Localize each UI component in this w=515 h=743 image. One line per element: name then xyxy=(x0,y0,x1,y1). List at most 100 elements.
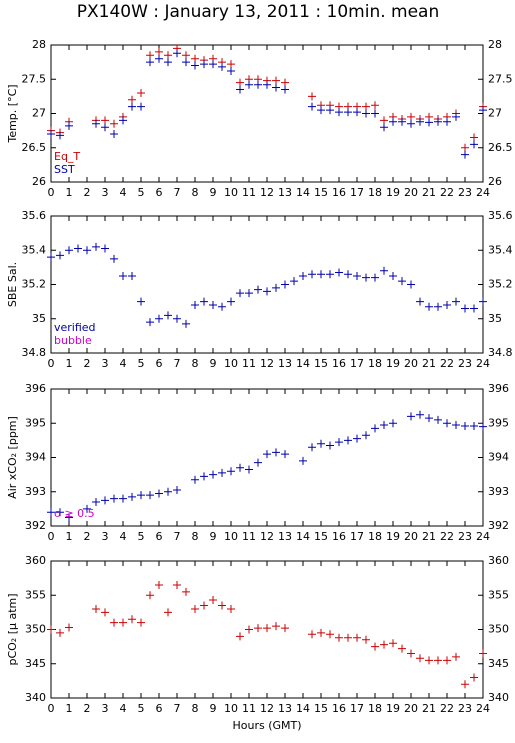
data-point xyxy=(56,251,64,260)
data-point xyxy=(236,78,244,87)
data-point xyxy=(470,304,478,313)
data-point xyxy=(227,297,235,306)
y-tick-label: 27 xyxy=(488,107,502,120)
x-tick-label: 6 xyxy=(156,702,163,715)
y-tick-label: 26.5 xyxy=(22,141,47,154)
x-tick-label: 23 xyxy=(458,530,472,543)
x-tick-label: 11 xyxy=(242,357,256,370)
x-tick-label: 3 xyxy=(102,530,109,543)
data-point xyxy=(245,289,253,298)
data-point xyxy=(290,277,298,286)
y-tick-label: 392 xyxy=(488,519,509,532)
data-point xyxy=(245,80,253,89)
y-tick-label: 35.6 xyxy=(488,209,513,222)
data-point xyxy=(56,131,64,140)
data-point xyxy=(461,421,469,430)
y-tick-label: 35.2 xyxy=(488,278,513,291)
data-point xyxy=(380,116,388,125)
x-axis-label: Hours (GMT) xyxy=(232,719,301,732)
x-tick-label: 19 xyxy=(386,530,400,543)
x-tick-label: 24 xyxy=(476,702,490,715)
data-point xyxy=(362,109,370,118)
data-point xyxy=(155,47,163,56)
data-point xyxy=(371,273,379,282)
data-point xyxy=(173,49,181,58)
data-point xyxy=(362,102,370,111)
data-point xyxy=(56,628,64,637)
x-tick-label: 8 xyxy=(192,702,199,715)
data-point xyxy=(371,424,379,433)
data-point xyxy=(128,102,136,111)
y-tick-label: 394 xyxy=(488,451,509,464)
data-point xyxy=(101,123,109,132)
data-point xyxy=(326,630,334,639)
data-point xyxy=(263,80,271,89)
data-point xyxy=(137,491,145,500)
x-tick-label: 12 xyxy=(260,186,274,199)
data-point xyxy=(461,680,469,689)
x-tick-label: 22 xyxy=(440,186,454,199)
data-point xyxy=(110,618,118,627)
data-point xyxy=(317,106,325,115)
data-point xyxy=(425,302,433,311)
data-point xyxy=(200,601,208,610)
x-tick-label: 1 xyxy=(66,702,73,715)
data-point xyxy=(137,618,145,627)
data-point xyxy=(389,271,397,280)
data-point xyxy=(173,580,181,589)
data-point xyxy=(434,656,442,665)
data-point xyxy=(389,419,397,428)
data-point xyxy=(65,623,73,632)
data-point xyxy=(272,283,280,292)
data-point xyxy=(443,301,451,310)
plot-frame xyxy=(50,215,484,354)
data-point xyxy=(182,58,190,67)
data-point xyxy=(191,61,199,70)
x-tick-label: 21 xyxy=(422,702,436,715)
data-point xyxy=(281,78,289,87)
data-point xyxy=(398,644,406,653)
data-point xyxy=(92,498,100,507)
y-axis-label: Air xCO₂ [ppm] xyxy=(6,416,19,499)
x-tick-label: 7 xyxy=(174,702,181,715)
data-point xyxy=(443,656,451,665)
y-tick-label: 350 xyxy=(488,623,509,636)
x-tick-label: 12 xyxy=(260,530,274,543)
data-point xyxy=(407,112,415,121)
data-point xyxy=(272,76,280,85)
data-point xyxy=(254,624,262,633)
data-point xyxy=(470,140,478,149)
data-point xyxy=(155,580,163,589)
data-point xyxy=(155,489,163,498)
data-point xyxy=(101,496,109,505)
data-point xyxy=(137,88,145,97)
data-point xyxy=(245,625,253,634)
x-tick-label: 10 xyxy=(224,186,238,199)
x-tick-label: 17 xyxy=(350,530,364,543)
data-point xyxy=(254,80,262,89)
x-tick-label: 20 xyxy=(404,530,418,543)
x-tick-label: 10 xyxy=(224,357,238,370)
data-point xyxy=(65,121,73,130)
legend-label: SST xyxy=(54,163,75,176)
data-point xyxy=(101,608,109,617)
data-point xyxy=(254,458,262,467)
x-tick-label: 4 xyxy=(120,702,127,715)
x-tick-label: 0 xyxy=(48,186,55,199)
y-axis-label: Temp. [°C] xyxy=(6,84,19,143)
y-axis-label: SBE Sal. xyxy=(6,262,19,307)
x-tick-label: 13 xyxy=(278,530,292,543)
data-point xyxy=(371,101,379,110)
data-point xyxy=(263,450,271,459)
data-point xyxy=(254,285,262,294)
x-tick-label: 22 xyxy=(440,530,454,543)
x-tick-label: 11 xyxy=(242,702,256,715)
data-point xyxy=(110,494,118,503)
data-point xyxy=(110,254,118,263)
x-tick-label: 11 xyxy=(242,530,256,543)
x-tick-label: 10 xyxy=(224,530,238,543)
data-point xyxy=(425,656,433,665)
data-point xyxy=(299,456,307,465)
data-point xyxy=(227,604,235,613)
x-tick-label: 7 xyxy=(174,186,181,199)
